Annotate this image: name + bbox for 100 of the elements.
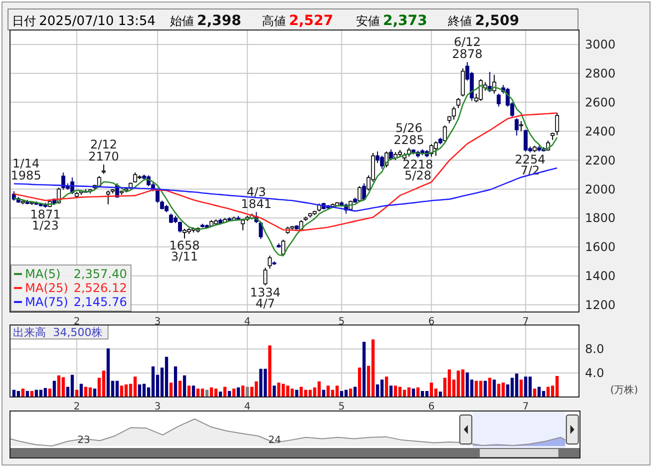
bar	[272, 386, 276, 397]
bar	[44, 388, 47, 397]
bar	[524, 376, 528, 397]
bar	[362, 342, 366, 397]
bar	[164, 356, 168, 397]
x-tick-label: 6	[428, 316, 435, 328]
x-tick-label: 7	[522, 402, 529, 412]
legend-label: MA(25) 2,526.12	[25, 281, 127, 295]
x-tick-label: 2	[74, 402, 80, 412]
x-tick-label: 3	[154, 316, 161, 328]
candlestick	[258, 222, 263, 240]
annotation: 1658 3/11	[169, 238, 200, 264]
bar	[52, 380, 56, 397]
bar	[358, 368, 362, 397]
bar	[169, 382, 173, 397]
bar	[520, 380, 523, 397]
bar	[349, 388, 352, 397]
candlestick	[514, 118, 519, 136]
candlestick	[519, 120, 524, 132]
bar	[48, 388, 52, 397]
bar	[254, 381, 258, 397]
bar	[106, 348, 110, 397]
annotation: 4/3 1841	[241, 185, 272, 212]
x-tick-label: 7	[522, 316, 529, 328]
bar	[182, 375, 186, 397]
line-series	[13, 112, 558, 232]
bar	[192, 386, 196, 397]
bar	[200, 388, 204, 397]
text: 高値 2,527	[262, 13, 334, 29]
annotation: 1/14 1985	[10, 156, 42, 183]
legend-label: MA(75) 2,145.76	[25, 295, 127, 309]
candlestick	[496, 93, 501, 108]
bar	[380, 380, 384, 397]
x-tick-label: 4	[244, 316, 251, 328]
x-tick-label: 3	[154, 402, 161, 412]
y-tick-label: 1600	[585, 240, 616, 254]
annotation: 1871 1/23	[30, 208, 61, 233]
bar	[394, 386, 398, 397]
bar	[196, 388, 200, 397]
candlestick	[452, 106, 456, 120]
bar	[412, 388, 416, 397]
text: 終値 2,509	[447, 13, 520, 29]
x-tick-label: 2	[74, 316, 80, 328]
candlestick	[442, 124, 447, 142]
bar	[484, 380, 487, 397]
y-tick-label: 8.0	[585, 342, 604, 356]
candlestick	[456, 97, 460, 109]
bar	[492, 380, 496, 397]
bar	[371, 339, 375, 397]
y-tick-label: 2200	[585, 153, 616, 168]
y-tick-label: 3000	[585, 38, 616, 52]
chart-title: 出来高 34,500株	[13, 326, 102, 339]
y-tick-label: 2800	[585, 66, 616, 81]
text: 安値 2,373	[356, 13, 428, 29]
x-tick-label: 5	[338, 316, 345, 328]
annotation: 6/12 2878	[452, 35, 483, 62]
bar	[174, 366, 178, 397]
bar	[384, 376, 388, 397]
bar	[80, 384, 83, 397]
candlestick	[178, 221, 182, 233]
y-tick-label: 1400	[585, 269, 616, 284]
bar	[178, 380, 182, 397]
legend-label: MA(5) 2,357.40	[25, 267, 127, 281]
bar	[21, 388, 24, 397]
annotation: 1334 4/7	[250, 285, 281, 310]
x-tick-label: 5	[338, 402, 345, 412]
candlestick	[263, 267, 268, 286]
candlestick	[460, 68, 465, 98]
candlestick	[555, 112, 560, 136]
y-axis-title: (万株)	[610, 384, 638, 396]
text: 始値 2,398	[170, 13, 242, 29]
bar	[138, 384, 142, 397]
annotation: 2218 5/28	[402, 158, 434, 183]
y-tick-label: 1200	[585, 298, 616, 312]
bar	[295, 390, 298, 397]
candlestick	[133, 172, 138, 184]
bar	[389, 386, 393, 397]
candlestick	[106, 190, 110, 205]
bar	[120, 386, 124, 397]
x-tick-label: 24	[268, 435, 281, 446]
y-tick-label: 4.0	[585, 366, 604, 380]
bar	[214, 388, 218, 397]
bar	[93, 388, 96, 397]
bar	[241, 386, 244, 397]
bar	[533, 388, 536, 397]
x-tick-label: 6	[428, 402, 435, 412]
candlestick	[524, 129, 528, 152]
annotation: 2/12 2170	[88, 137, 119, 164]
bar	[232, 388, 236, 397]
text: 日付 2025/07/10 13:54	[12, 14, 156, 29]
annotation: 5/26 2285	[394, 120, 424, 147]
bar	[488, 378, 492, 397]
y-tick-label: 2400	[585, 124, 616, 138]
y-tick-label: 1800	[585, 211, 616, 226]
candlestick	[102, 164, 106, 174]
bar	[187, 386, 191, 397]
candlestick	[268, 255, 272, 270]
candlestick	[434, 140, 438, 156]
bar	[75, 390, 78, 397]
y-tick-label: 2600	[585, 96, 616, 110]
